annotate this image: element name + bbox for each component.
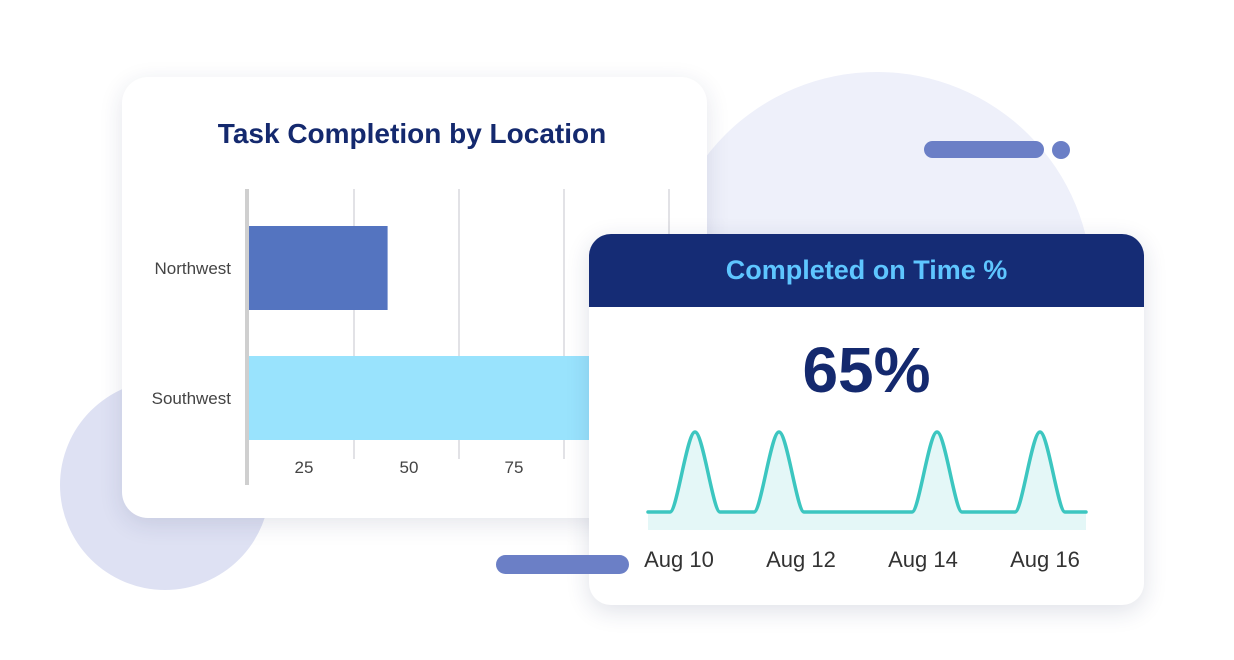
- card-title: Completed on Time %: [725, 255, 1008, 285]
- sparkline-chart: Aug 10 Aug 12 Aug 14 Aug 16: [644, 430, 1088, 572]
- x-tick-label: Aug 12: [766, 547, 836, 572]
- x-tick-label: 25: [295, 458, 314, 477]
- x-tick-label: 75: [505, 458, 524, 477]
- x-tick-label: Aug 14: [888, 547, 958, 572]
- decorative-dot: [1052, 141, 1070, 159]
- card-header: Completed on Time %: [589, 234, 1144, 307]
- category-label: Southwest: [152, 389, 232, 408]
- completed-on-time-card: Completed on Time % 65% Aug 10 Aug 12 Aug …: [589, 234, 1144, 605]
- x-tick-label: 50: [400, 458, 419, 477]
- sparkline-area: [648, 432, 1086, 530]
- kpi-value: 65%: [802, 334, 931, 406]
- chart-title: Task Completion by Location: [217, 118, 607, 149]
- sparkline-line: [646, 430, 1088, 514]
- x-tick-label: Aug 16: [1010, 547, 1080, 572]
- bar-northwest: [249, 226, 388, 310]
- x-tick-label: Aug 10: [644, 547, 714, 572]
- category-label: Northwest: [154, 259, 231, 278]
- decorative-pill: [924, 141, 1044, 158]
- decorative-pill-bottom: [496, 555, 629, 574]
